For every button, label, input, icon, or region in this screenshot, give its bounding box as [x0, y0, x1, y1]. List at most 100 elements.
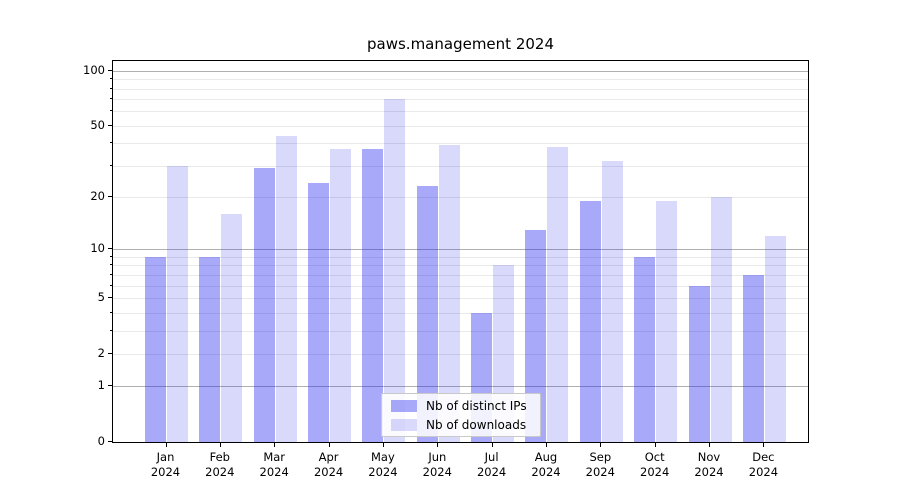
- bar-downloads-may: [384, 99, 406, 442]
- y-minor-tick-mark-7: [109, 273, 112, 275]
- gridline-minor-5: [113, 297, 808, 299]
- bar-distinct-ips-may: [362, 149, 384, 442]
- gridline-minor-7: [113, 274, 808, 276]
- y-minor-tick-mark-8: [109, 264, 112, 266]
- bar-distinct-ips-sep: [579, 201, 601, 442]
- y-minor-tick-mark-30: [109, 164, 112, 166]
- grid-layer: [113, 61, 808, 442]
- x-tick-month-oct: Oct: [644, 450, 665, 464]
- y-minor-tick-mark-6: [109, 284, 112, 286]
- x-tick-label-may: May 2024: [351, 450, 415, 480]
- bar-layer: [113, 61, 808, 442]
- bar-downloads-sep: [601, 160, 623, 442]
- x-tick-label-jul: Jul 2024: [460, 450, 524, 480]
- gridline-minor-70: [113, 99, 808, 101]
- x-tick-mark-jun: [437, 443, 439, 447]
- y-minor-tick-mark-5: [109, 296, 112, 298]
- y-tick-label-2: 2: [97, 345, 105, 360]
- legend-swatch-downloads: [391, 419, 417, 431]
- legend-swatch-distinct-ips: [391, 400, 417, 412]
- x-tick-mark-nov: [709, 443, 710, 447]
- bar-distinct-ips-apr: [308, 183, 330, 442]
- x-tick-label-jan: Jan 2024: [134, 450, 198, 480]
- x-tick-mark-jan: [165, 443, 167, 447]
- y-tick-mark-10: [108, 248, 112, 250]
- bar-distinct-ips-oct: [634, 256, 656, 442]
- y-minor-tick-mark-50: [109, 124, 112, 126]
- y-tick-label-5: 5: [97, 289, 105, 304]
- x-tick-year-sep: 2024: [585, 465, 615, 479]
- x-tick-month-jun: Jun: [428, 450, 447, 464]
- legend: Nb of distinct IPs Nb of downloads: [381, 393, 541, 437]
- y-minor-tick-mark-20: [109, 196, 112, 198]
- x-tick-label-aug: Aug 2024: [514, 450, 578, 480]
- x-tick-year-oct: 2024: [640, 465, 670, 479]
- y-minor-tick-mark-2: [109, 352, 112, 354]
- bar-downloads-oct: [656, 201, 678, 442]
- y-tick-label-10: 10: [90, 241, 105, 256]
- x-tick-year-jun: 2024: [422, 465, 452, 479]
- x-tick-mark-dec: [763, 443, 765, 447]
- bar-distinct-ips-nov: [688, 285, 710, 442]
- y-tick-mark-0: [108, 441, 112, 442]
- y-minor-tick-mark-60: [109, 110, 112, 112]
- bar-downloads-dec: [764, 235, 786, 442]
- bar-distinct-ips-aug: [525, 229, 547, 442]
- x-tick-label-mar: Mar 2024: [242, 450, 306, 480]
- bar-downloads-mar: [275, 135, 297, 442]
- y-minor-tick-mark-40: [109, 142, 112, 144]
- gridline-minor-40: [113, 143, 808, 145]
- bar-downloads-jan: [167, 165, 188, 442]
- x-tick-month-may: May: [371, 450, 395, 464]
- legend-label-downloads: Nb of downloads: [426, 418, 527, 432]
- x-tick-label-feb: Feb 2024: [188, 450, 252, 480]
- bar-downloads-aug: [547, 147, 569, 442]
- x-tick-label-oct: Oct 2024: [623, 450, 687, 480]
- y-minor-tick-mark-80: [109, 87, 112, 89]
- x-tick-label-apr: Apr 2024: [297, 450, 361, 480]
- x-tick-year-feb: 2024: [205, 465, 235, 479]
- x-tick-mark-may: [382, 443, 384, 447]
- y-tick-label-20: 20: [90, 189, 105, 204]
- gridline-minor-3: [113, 330, 808, 332]
- bar-distinct-ips-feb: [199, 256, 221, 442]
- bar-downloads-jun: [438, 145, 460, 442]
- gridline-minor-20: [113, 197, 808, 199]
- legend-item-downloads: Nb of downloads: [391, 418, 531, 432]
- y-tick-label-1: 1: [97, 378, 105, 393]
- y-minor-tick-mark-9: [109, 255, 112, 257]
- x-tick-year-dec: 2024: [748, 465, 779, 479]
- y-minor-tick-mark-90: [109, 78, 112, 80]
- bar-downloads-nov: [710, 197, 732, 442]
- gridline-major-10: [113, 249, 808, 251]
- plot-area: [112, 60, 809, 443]
- x-tick-year-apr: 2024: [313, 465, 344, 479]
- x-tick-month-sep: Sep: [589, 450, 612, 464]
- x-tick-year-aug: 2024: [531, 465, 561, 479]
- x-tick-label-sep: Sep 2024: [568, 450, 632, 480]
- y-tick-label-50: 50: [90, 117, 105, 132]
- gridline-minor-80: [113, 88, 808, 90]
- x-tick-month-apr: Apr: [318, 450, 339, 464]
- x-tick-year-jan: 2024: [150, 465, 181, 479]
- bar-distinct-ips-dec: [742, 274, 764, 442]
- x-tick-year-may: 2024: [368, 465, 398, 479]
- legend-label-distinct-ips: Nb of distinct IPs: [426, 399, 527, 413]
- x-tick-label-dec: Dec 2024: [731, 450, 795, 480]
- bar-downloads-feb: [221, 214, 243, 442]
- x-tick-month-jul: Jul: [484, 450, 499, 464]
- gridline-major-1: [113, 386, 808, 388]
- legend-item-distinct-ips: Nb of distinct IPs: [391, 399, 531, 413]
- bar-distinct-ips-mar: [253, 168, 275, 442]
- x-tick-month-nov: Nov: [697, 450, 721, 464]
- x-tick-mark-aug: [546, 443, 547, 447]
- x-tick-month-mar: Mar: [263, 450, 286, 464]
- bar-downloads-apr: [330, 149, 352, 442]
- gridline-minor-4: [113, 312, 808, 314]
- y-tick-label-100: 100: [83, 62, 105, 77]
- y-minor-tick-mark-70: [109, 98, 112, 100]
- gridline-minor-6: [113, 285, 808, 287]
- bar-distinct-ips-jun: [416, 186, 438, 442]
- gridline-minor-30: [113, 165, 808, 167]
